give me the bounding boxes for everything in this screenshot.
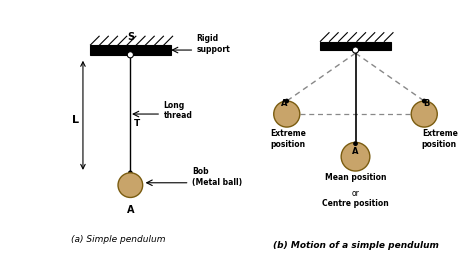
Text: or: or [352, 189, 359, 198]
Circle shape [423, 99, 426, 103]
Text: (b) Motion of a simple pendulum: (b) Motion of a simple pendulum [273, 241, 438, 250]
Text: L: L [73, 115, 79, 125]
Circle shape [354, 142, 357, 145]
Circle shape [127, 52, 134, 58]
Text: T: T [134, 119, 140, 128]
Text: Mean position: Mean position [325, 173, 386, 182]
Circle shape [285, 99, 288, 103]
Text: A: A [352, 147, 359, 156]
Text: (a) Simple pendulum: (a) Simple pendulum [71, 235, 166, 244]
Bar [320, 42, 391, 50]
Text: Rigid
support: Rigid support [197, 34, 230, 54]
Text: Extreme
position: Extreme position [422, 130, 458, 149]
Circle shape [341, 142, 370, 171]
Circle shape [273, 101, 300, 127]
Text: A: A [281, 99, 288, 108]
Text: Extreme
position: Extreme position [270, 130, 306, 149]
Text: B: B [423, 99, 430, 108]
Circle shape [129, 171, 132, 174]
Text: Centre position: Centre position [322, 200, 389, 209]
Circle shape [352, 47, 358, 53]
Text: Bob
(Metal ball): Bob (Metal ball) [192, 167, 242, 186]
Text: S: S [127, 32, 134, 42]
Circle shape [411, 101, 437, 127]
Bar [90, 45, 171, 55]
Text: Long
thread: Long thread [164, 101, 192, 120]
Circle shape [118, 173, 143, 197]
Text: A: A [127, 205, 134, 215]
